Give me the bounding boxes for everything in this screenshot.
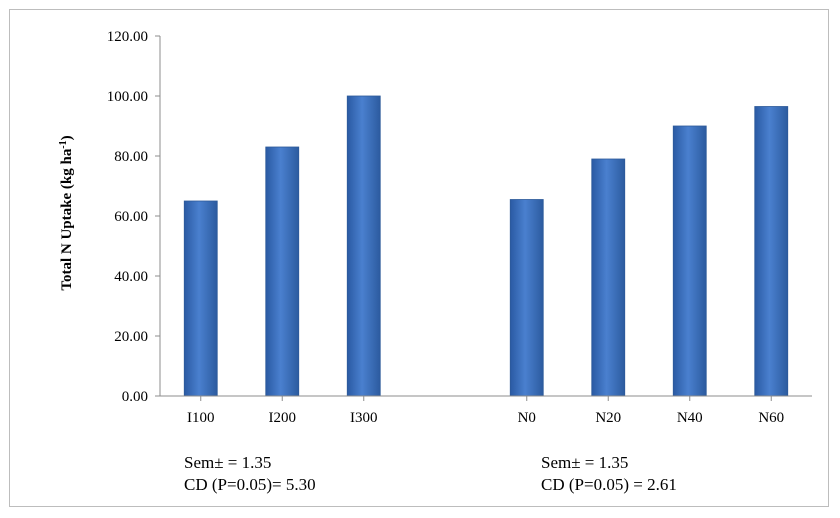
y-tick-label-0: 0.00: [122, 389, 148, 405]
bar-n20: [591, 158, 626, 397]
x-axis-labels: I100 I200 I300 N0 N20 N40 N60: [187, 396, 784, 426]
x-tick-label-n20: N20: [595, 410, 621, 426]
bar-n60: [754, 106, 789, 397]
bar-i300: [346, 95, 381, 397]
y-tick-label-5: 100.00: [107, 89, 148, 105]
y-tick-label-6: 120.00: [107, 29, 148, 45]
bar-i200: [265, 146, 300, 397]
annotation-left-cd: CD (P=0.05)= 5.30: [184, 475, 316, 494]
x-tick-label-n0: N0: [518, 410, 536, 426]
y-tick-label-4: 80.00: [114, 149, 148, 165]
annotation-left-sem: Sem± = 1.35: [184, 453, 272, 472]
x-tick-label-n60: N60: [758, 410, 784, 426]
x-tick-label-i100: I100: [187, 410, 215, 426]
y-tick-label-3: 60.00: [114, 209, 148, 225]
bar-i100: [183, 200, 218, 397]
y-tick-label-1: 20.00: [114, 329, 148, 345]
y-axis-ticks: 0.00 20.00 40.00 60.00 80.00 100.00 120.00: [107, 29, 160, 405]
bars: [183, 95, 789, 397]
x-tick-label-i200: I200: [269, 410, 297, 426]
x-tick-label-n40: N40: [677, 410, 703, 426]
annotation-right-sem: Sem± = 1.35: [541, 453, 629, 472]
y-axis-label: Total N Uptake (kg ha-1): [58, 135, 75, 290]
bar-n40: [672, 125, 707, 397]
annotation-right-cd: CD (P=0.05) = 2.61: [541, 475, 677, 494]
y-tick-label-2: 40.00: [114, 269, 148, 285]
annotation-right: Sem± = 1.35 CD (P=0.05) = 2.61: [541, 452, 677, 496]
x-tick-label-i300: I300: [350, 410, 378, 426]
bar-n0: [509, 199, 544, 397]
annotation-left: Sem± = 1.35 CD (P=0.05)= 5.30: [184, 452, 316, 496]
